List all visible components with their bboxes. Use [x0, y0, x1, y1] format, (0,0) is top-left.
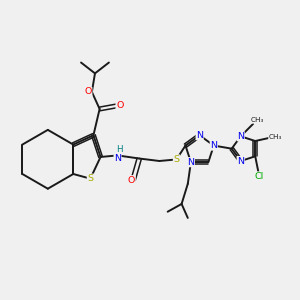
- Text: S: S: [173, 155, 179, 164]
- Text: O: O: [85, 87, 92, 96]
- Text: CH₃: CH₃: [269, 134, 282, 140]
- Text: N: N: [210, 141, 217, 150]
- Text: H: H: [116, 145, 122, 154]
- Text: O: O: [116, 101, 123, 110]
- Text: O: O: [128, 176, 135, 185]
- Text: N: N: [196, 131, 203, 140]
- Text: N: N: [114, 154, 121, 163]
- Text: N: N: [237, 132, 244, 141]
- Text: CH₃: CH₃: [251, 117, 264, 123]
- Text: N: N: [188, 158, 194, 167]
- Text: N: N: [237, 157, 244, 166]
- Text: Cl: Cl: [254, 172, 264, 181]
- Text: S: S: [87, 174, 93, 183]
